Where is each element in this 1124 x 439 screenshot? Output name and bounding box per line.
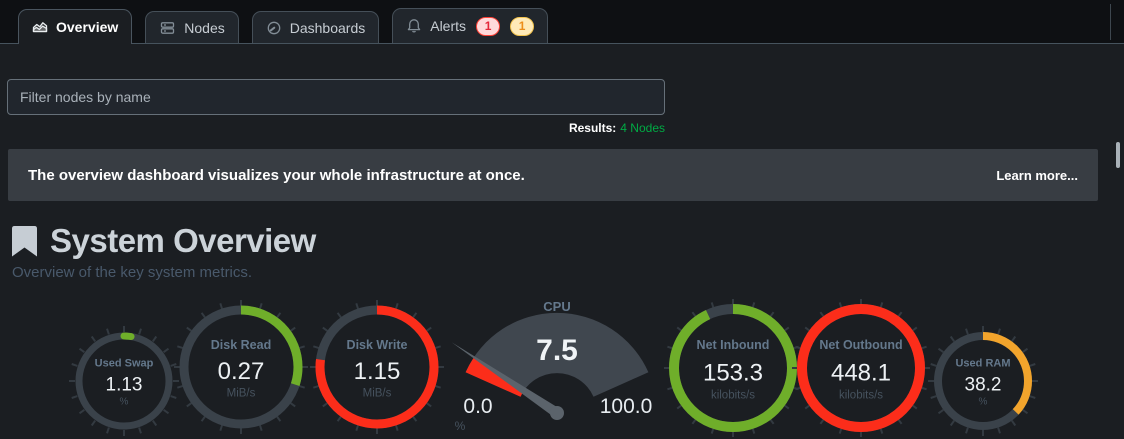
gauge-min: 0.0	[463, 395, 492, 418]
gauge-unit: %	[455, 419, 466, 433]
results-count: 4 Nodes	[620, 121, 665, 135]
tab-label: Nodes	[184, 19, 225, 36]
gauge-used_ram[interactable]: Used RAM 38.2%	[926, 324, 1040, 438]
section-title: System Overview	[50, 222, 316, 259]
area-chart-icon	[32, 19, 48, 35]
nodes-icon	[159, 20, 176, 36]
gauge-disk_read[interactable]: Disk Read 0.27 MiB/s	[172, 298, 310, 436]
tab-nodes[interactable]: Nodes	[145, 11, 239, 43]
alert-badge-warning[interactable]: 1	[510, 16, 535, 36]
gauge-value: 7.5	[536, 334, 578, 367]
gauge-unit: kilobits/s	[839, 390, 883, 402]
gauge-value: 448.1	[831, 359, 891, 386]
gauge-net_outbound[interactable]: Net Outbound 448.1 kilobits/s	[790, 297, 932, 439]
bell-icon	[406, 18, 422, 34]
tab-bar: Overview Nodes Dashboards Alerts 1 1	[0, 0, 1124, 44]
gauge-value: 38.2	[965, 374, 1002, 395]
gauge-title: Net Inbound	[697, 338, 770, 352]
gauge-title: Disk Read	[211, 338, 271, 352]
tab-label: Alerts	[430, 18, 467, 34]
gauge-unit: %	[120, 396, 129, 407]
gauge-cpu[interactable]: CPU 7.5 0.0 100.0%	[440, 290, 674, 435]
gauge-unit: kilobits/s	[711, 390, 755, 402]
gauge-value: 0.27	[218, 358, 265, 385]
gauge-unit: MiB/s	[363, 388, 392, 400]
gauge-icon	[266, 20, 282, 36]
results-label: Results:	[568, 121, 617, 135]
filter-nodes-input[interactable]	[7, 79, 665, 115]
gauge-net_inbound[interactable]: Net Inbound 153.3 kilobits/s	[662, 297, 804, 439]
gauge-disk_write[interactable]: Disk Write 1.15 MiB/s	[308, 298, 446, 436]
gauge-needle	[451, 342, 560, 418]
banner-text: The overview dashboard visualizes your w…	[28, 166, 525, 184]
section-subtitle: Overview of the key system metrics.	[12, 264, 253, 281]
alert-badge-critical[interactable]: 1	[476, 16, 501, 36]
bookmark-icon[interactable]	[12, 226, 37, 262]
gauge-title: Used RAM	[955, 358, 1010, 370]
vertical-scrollbar-thumb[interactable]	[1116, 142, 1120, 168]
section-header: System Overview	[12, 222, 316, 262]
tab-dashboards[interactable]: Dashboards	[251, 11, 380, 43]
gauge-value: 153.3	[703, 359, 763, 386]
learn-more-link[interactable]: Learn more...	[996, 167, 1078, 183]
info-banner: The overview dashboard visualizes your w…	[8, 149, 1098, 201]
results-line: Results: 4 Nodes	[7, 121, 665, 135]
gauge-max: 100.0	[600, 395, 653, 418]
gauge-title: Net Outbound	[819, 338, 902, 352]
gauge-title: CPU	[543, 299, 570, 314]
gauge-value: 1.15	[354, 358, 401, 385]
gauge-title: Disk Write	[347, 338, 408, 352]
gauge-unit: MiB/s	[227, 388, 256, 400]
gauge-unit: %	[979, 396, 988, 407]
tabbar-divider	[1110, 4, 1111, 40]
tab-label: Dashboards	[289, 19, 366, 36]
gauge-value: 1.13	[106, 374, 143, 395]
gauge-used_swap[interactable]: Used Swap 1.13%	[67, 324, 181, 438]
tab-label: Overview	[56, 19, 119, 35]
gauge-title: Used Swap	[95, 358, 154, 370]
tab-alerts[interactable]: Alerts 1 1	[392, 8, 549, 43]
tab-overview[interactable]: Overview	[18, 9, 133, 44]
